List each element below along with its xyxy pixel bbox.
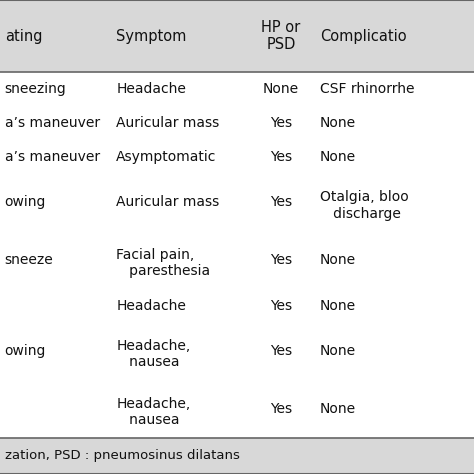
Text: None: None xyxy=(320,150,356,164)
Text: None: None xyxy=(320,402,356,416)
Bar xyxy=(0,0,474,73)
Text: Auricular mass: Auricular mass xyxy=(116,116,219,130)
Bar xyxy=(0,106,474,140)
Text: Yes: Yes xyxy=(270,402,292,416)
Bar xyxy=(0,173,474,231)
Bar xyxy=(0,140,474,173)
Text: Headache: Headache xyxy=(116,299,186,313)
Text: sneeze: sneeze xyxy=(5,253,54,267)
Bar xyxy=(0,323,474,380)
Bar xyxy=(0,73,474,106)
Text: Yes: Yes xyxy=(270,253,292,267)
Text: Yes: Yes xyxy=(270,299,292,313)
Text: Yes: Yes xyxy=(270,116,292,130)
Text: Yes: Yes xyxy=(270,150,292,164)
Text: None: None xyxy=(320,116,356,130)
Text: a’s maneuver: a’s maneuver xyxy=(5,116,100,130)
Text: Complicatio: Complicatio xyxy=(320,29,407,44)
Text: Asymptomatic: Asymptomatic xyxy=(116,150,217,164)
Text: a’s maneuver: a’s maneuver xyxy=(5,150,100,164)
Text: None: None xyxy=(320,345,356,358)
Text: sneezing: sneezing xyxy=(5,82,66,96)
Bar xyxy=(0,438,474,474)
Text: owing: owing xyxy=(5,195,46,210)
Text: Yes: Yes xyxy=(270,345,292,358)
Text: Yes: Yes xyxy=(270,195,292,210)
Text: None: None xyxy=(320,253,356,267)
Text: Headache: Headache xyxy=(116,82,186,96)
Text: Headache,
   nausea: Headache, nausea xyxy=(116,339,191,370)
Text: Facial pain,
   paresthesia: Facial pain, paresthesia xyxy=(116,248,210,278)
Text: owing: owing xyxy=(5,345,46,358)
Bar xyxy=(0,289,474,323)
Text: ating: ating xyxy=(5,29,42,44)
Text: None: None xyxy=(263,82,299,96)
Text: Otalgia, bloo
   discharge: Otalgia, bloo discharge xyxy=(320,191,409,220)
Text: Symptom: Symptom xyxy=(116,29,186,44)
Text: Headache,
   nausea: Headache, nausea xyxy=(116,397,191,427)
Text: HP or
PSD: HP or PSD xyxy=(261,20,301,53)
Text: CSF rhinorrhe: CSF rhinorrhe xyxy=(320,82,414,96)
Text: Auricular mass: Auricular mass xyxy=(116,195,219,210)
Text: None: None xyxy=(320,299,356,313)
Text: zation, PSD : pneumosinus dilatans: zation, PSD : pneumosinus dilatans xyxy=(5,449,240,463)
Bar xyxy=(0,380,474,438)
Bar xyxy=(0,231,474,289)
